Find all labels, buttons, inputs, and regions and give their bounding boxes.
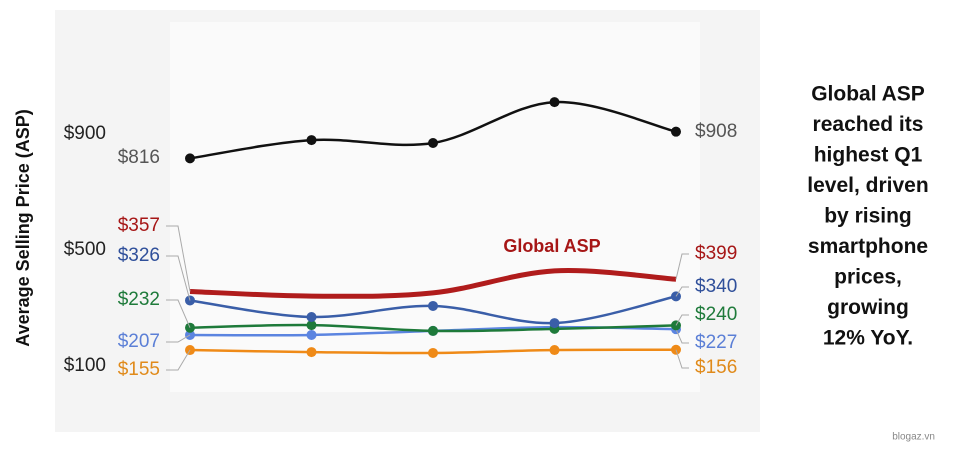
value-label: $156: [695, 357, 737, 378]
side-text: Global ASP: [811, 83, 925, 106]
data-point: [671, 126, 681, 137]
data-point: [306, 311, 317, 322]
leader-line: [675, 349, 689, 369]
side-text: reached its: [813, 113, 924, 136]
data-point: [428, 137, 438, 148]
leader-line: [166, 255, 191, 301]
leader-line: [166, 334, 191, 343]
value-label: $340: [695, 276, 737, 297]
value-label: $816: [118, 147, 160, 168]
watermark: blogaz.vn: [892, 432, 935, 443]
value-label: $908: [695, 121, 737, 142]
data-point: [428, 347, 438, 358]
annotation: Global ASP: [503, 236, 600, 256]
value-label: $326: [118, 245, 160, 266]
leader-line: [675, 253, 689, 280]
value-label: $232: [118, 289, 160, 310]
side-text: highest Q1: [814, 144, 923, 167]
y-tick-label: $900: [64, 123, 106, 144]
series-line: [189, 268, 677, 299]
data-point: [306, 135, 317, 146]
leader-line: [675, 328, 689, 344]
data-point: [549, 345, 560, 356]
plot-inner: [170, 22, 700, 392]
data-point: [549, 318, 560, 329]
y-axis-title: Average Selling Price (ASP): [13, 109, 33, 346]
value-label: $207: [118, 331, 160, 352]
leader-line: [166, 349, 191, 371]
value-label: $240: [695, 304, 737, 325]
data-point: [428, 325, 438, 336]
data-point: [549, 97, 560, 108]
side-text: by rising: [824, 205, 912, 228]
value-label: $357: [118, 215, 160, 236]
data-point: [306, 320, 317, 331]
leader-line: [675, 314, 689, 326]
data-point: [306, 347, 317, 358]
side-text: level, driven: [807, 174, 928, 197]
value-label: $399: [695, 243, 737, 264]
y-tick-label: $500: [64, 239, 106, 260]
data-point: [428, 300, 438, 311]
side-text: smartphone: [808, 235, 928, 258]
leader-line: [166, 225, 191, 292]
side-text: 12% YoY.: [823, 327, 913, 350]
side-text: prices,: [834, 266, 902, 289]
data-point: [185, 153, 195, 164]
value-label: $227: [695, 332, 737, 353]
data-point: [306, 329, 317, 340]
leader-line: [166, 299, 191, 328]
side-text: growing: [827, 296, 909, 319]
leader-line: [675, 286, 689, 297]
value-label: $155: [118, 359, 160, 380]
y-tick-label: $100: [64, 355, 106, 376]
